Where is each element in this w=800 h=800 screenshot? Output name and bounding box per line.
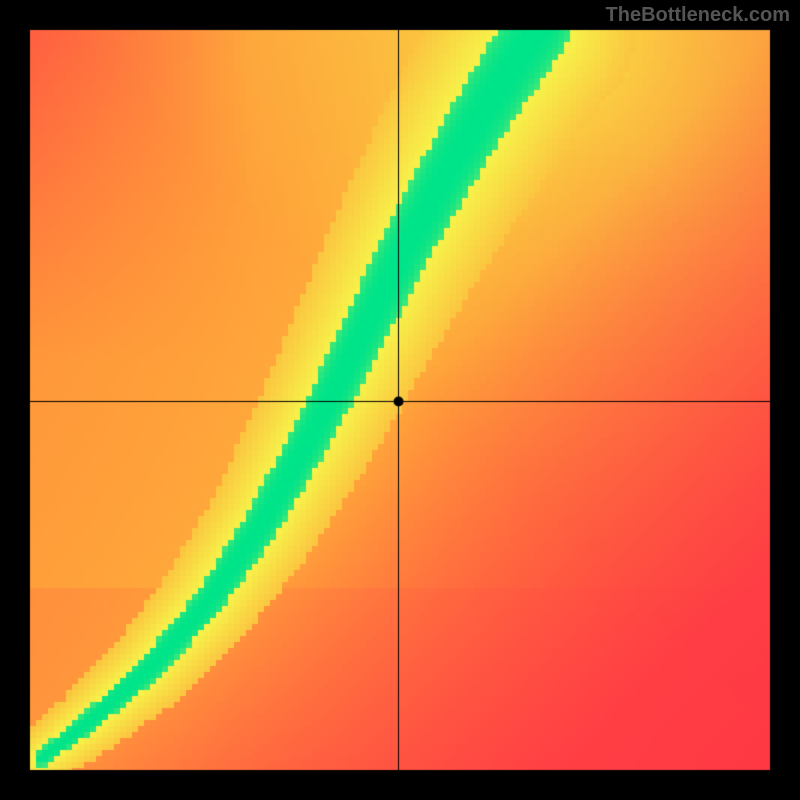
source-watermark: TheBottleneck.com (606, 4, 790, 27)
bottleneck-heatmap-canvas (0, 0, 800, 800)
chart-container: TheBottleneck.com (0, 0, 800, 800)
